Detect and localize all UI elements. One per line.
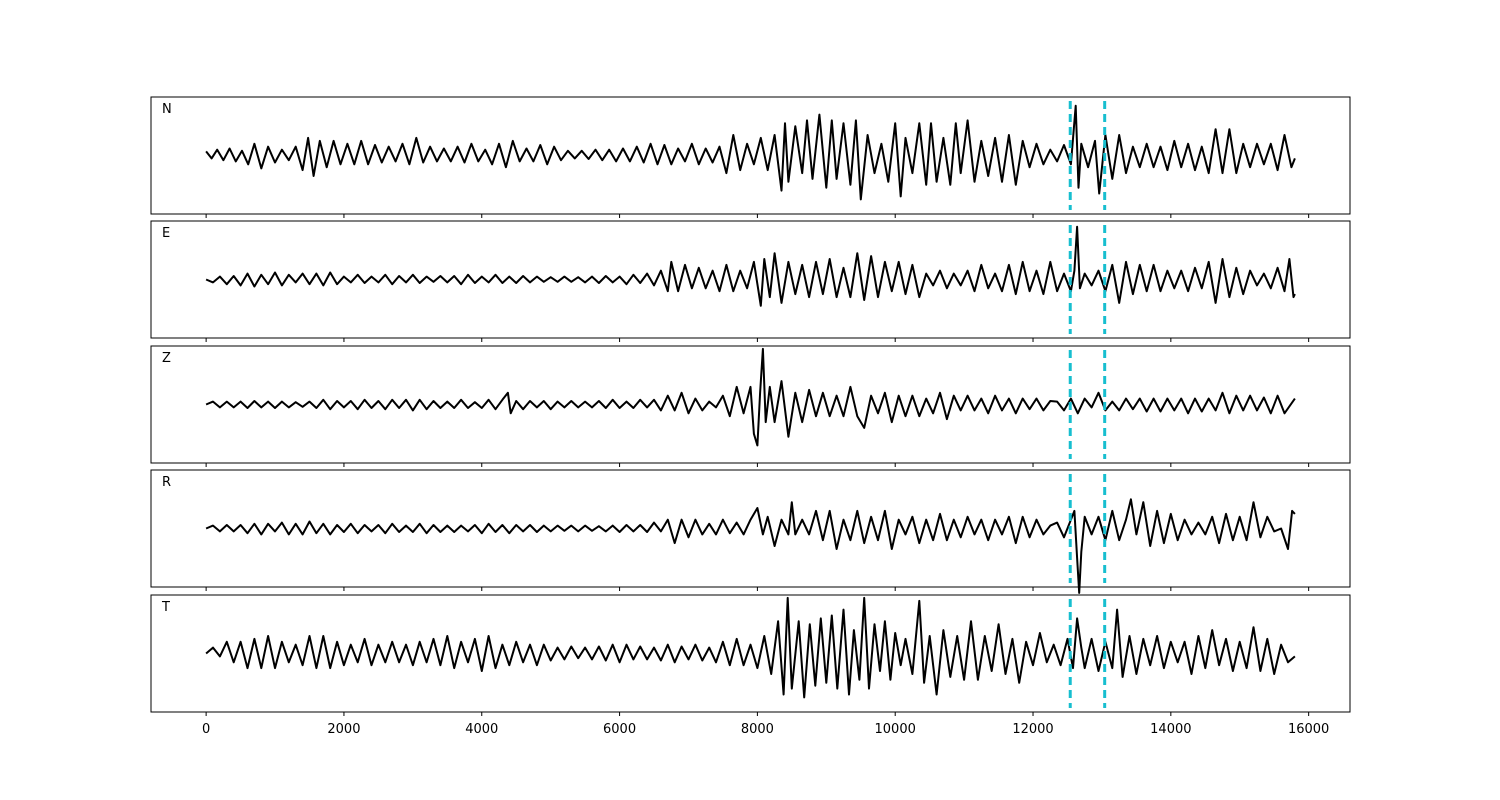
x-tick-label: 10000 <box>875 722 916 737</box>
trace-t <box>205 596 1296 699</box>
panel-n: N <box>150 96 1351 218</box>
x-tick-label: 6000 <box>603 722 636 737</box>
panel-label: R <box>162 475 171 490</box>
trace-r <box>205 498 1296 594</box>
panel-label: T <box>161 600 170 615</box>
x-tick-label: 8000 <box>741 722 774 737</box>
x-tick-label: 14000 <box>1150 722 1191 737</box>
x-tick-label: 0 <box>202 722 210 737</box>
trace-e <box>205 225 1296 307</box>
panel-label: E <box>162 226 170 241</box>
x-tick-label: 4000 <box>465 722 498 737</box>
panel-z: Z <box>150 345 1351 467</box>
panel-t: T <box>150 594 1351 716</box>
panel-e: E <box>150 220 1351 342</box>
panel-frame <box>150 469 1351 588</box>
panels: N E Z R T <box>150 96 1351 716</box>
trace-n <box>205 104 1296 201</box>
panel-frame <box>150 594 1351 713</box>
x-tick-label: 12000 <box>1012 722 1053 737</box>
trace-z <box>205 347 1296 447</box>
panel-r: R <box>150 469 1351 594</box>
x-tick-label: 2000 <box>327 722 360 737</box>
x-axis: 0 2000 4000 6000 8000 10000 12000 14000 16000 <box>202 722 1329 737</box>
x-tick-label: 16000 <box>1288 722 1329 737</box>
panel-label: Z <box>162 351 171 366</box>
panel-label: N <box>162 102 172 117</box>
